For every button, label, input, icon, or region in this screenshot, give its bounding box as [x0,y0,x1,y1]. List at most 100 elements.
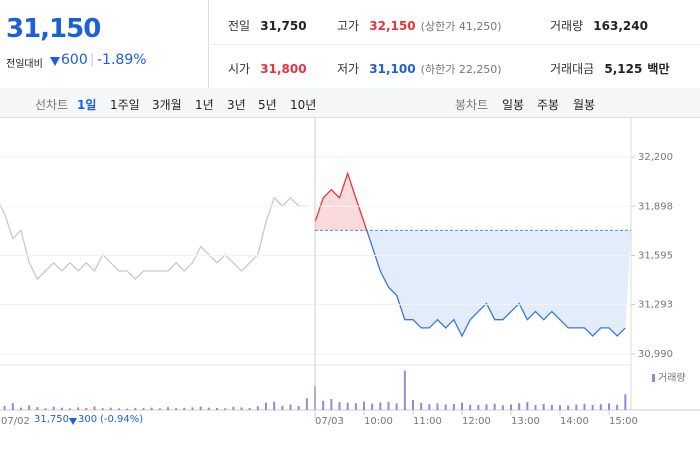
change: 600 [61,52,88,68]
tab[interactable]: 3년 [227,98,246,112]
volume-bar [346,402,349,410]
volume-bar [256,406,259,410]
volume-bar [297,406,300,410]
volume-bar [624,394,627,410]
volume-bar [338,402,341,410]
summary-rate: (-0.94%) [100,414,144,425]
info-label: 시가 [228,62,251,76]
y-tick-label: 31,293 [638,300,673,311]
divider: | [90,52,95,67]
down-icon [69,418,77,425]
info-label: 거래대금 [550,62,595,76]
y-tick-label: 32,200 [638,152,673,163]
x-tick-label: 10:00 [364,416,393,427]
info-value: 31,750 [260,19,307,33]
tab-group-label: 선차트 [35,98,69,112]
volume-bar [248,407,251,410]
volume-bar [281,405,284,410]
volume-bar [175,408,178,410]
volume-bar [477,405,480,410]
tab[interactable]: 3개월 [152,98,182,112]
volume-bar [183,407,186,410]
legend-label: 거래량 [658,372,686,384]
tab[interactable]: 5년 [258,98,277,112]
volume-bar [550,404,553,410]
info-note: (하한가 22,250) [420,63,502,76]
quote-header: 31,150 전일대비 600 | -1.89% 전일 31,750 고가 32… [0,0,700,89]
volume-bar [52,406,55,410]
volume-bar [191,407,194,410]
volume-bar [395,403,398,410]
volume-bar [559,405,561,410]
volume-bar [60,407,63,410]
volume-bar [69,408,71,410]
tab[interactable]: 주봉 [537,98,560,112]
tab[interactable]: 일봉 [502,98,525,112]
change-label: 전일대비 [6,59,43,70]
volume-bar [150,407,153,410]
volume-bar [387,401,390,410]
volume-bar [134,407,137,410]
volume-bar [567,405,570,410]
y-tick-label: 31,898 [638,201,673,212]
volume-bar [85,407,88,410]
volume-bar [199,406,202,410]
volume-bar [428,404,431,410]
tab[interactable]: 1년 [195,98,214,112]
x-tick-label: 15:00 [609,416,638,427]
y-tick-label: 31,595 [638,251,673,262]
volume-bar [452,403,455,410]
legend-swatch [652,374,655,382]
tab[interactable]: 1일 [77,98,97,112]
volume-bar [526,402,529,410]
volume-bar [109,407,112,410]
tab[interactable]: 1주일 [110,98,140,112]
volume-bar [616,404,619,410]
volume-bar [575,404,578,410]
info-label: 전일 [228,19,251,33]
volume-bar [142,408,145,410]
volume-bar [232,406,235,410]
volume-bar [158,408,161,410]
volume-bar [118,408,120,410]
volume-bar [403,370,406,410]
info-label: 저가 [337,62,360,76]
tab[interactable]: 10년 [290,98,317,112]
volume-bar [289,404,292,410]
info-unit: 백만 [647,62,670,76]
info-value: 32,150 [369,19,416,33]
volume-bar [542,403,545,410]
info-label: 고가 [337,19,360,33]
volume-bar [354,403,357,410]
volume-bar [444,404,447,410]
volume-bar [330,398,333,410]
summary-change: 300 [78,414,98,425]
volume-bar [493,403,496,410]
chart: 거래량 32,200 31,898 31,595 31,293 30,990 07/02 0… [0,118,700,427]
x-tick-label: 13:00 [511,416,540,427]
volume-bar [240,407,243,410]
volume-bar [265,402,267,410]
tab[interactable]: 월봉 [573,98,596,112]
price: 31,150 [6,14,101,44]
volume-bar [583,403,586,410]
volume-bar [224,408,227,410]
volume-bar [101,408,104,410]
price-line [0,196,307,281]
volume-bar [485,404,488,410]
x-tick-label: 11:00 [413,416,442,427]
x-tick-label: 12:00 [462,416,491,427]
volume-bar [77,407,80,410]
volume-bar [126,408,129,410]
x-tick-label: 07/03 [315,416,344,427]
volume-bar [3,406,6,410]
volume-bar [461,402,463,410]
info-label: 거래량 [550,19,584,33]
volume-bar [36,407,39,410]
volume-bar [273,401,276,410]
volume-bar [501,405,504,410]
volume-bar [469,404,472,410]
volume-bar [11,403,14,410]
volume-bar [44,408,47,410]
